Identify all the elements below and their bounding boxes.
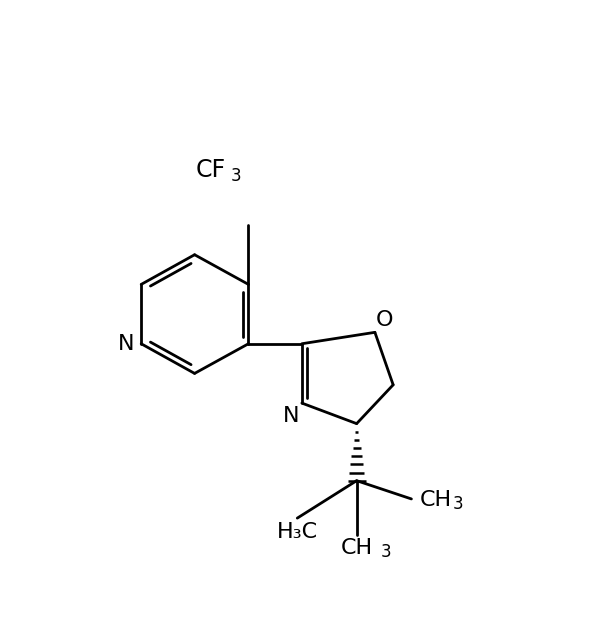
Text: CH: CH bbox=[419, 490, 452, 510]
Text: 3: 3 bbox=[230, 167, 241, 185]
Text: CH: CH bbox=[340, 538, 373, 558]
Text: H₃C: H₃C bbox=[277, 522, 318, 542]
Text: 3: 3 bbox=[452, 495, 463, 513]
Text: CF: CF bbox=[196, 158, 226, 182]
Text: 3: 3 bbox=[380, 543, 391, 561]
Text: O: O bbox=[375, 310, 393, 330]
Text: N: N bbox=[118, 333, 134, 354]
Text: N: N bbox=[283, 406, 299, 426]
